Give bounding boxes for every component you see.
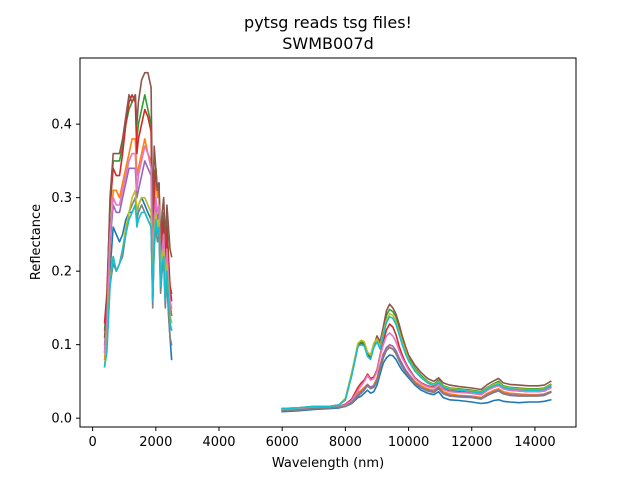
plot-frame: [79, 57, 577, 428]
series-10-vnir-swir-line: [103, 204, 173, 368]
series-4-vnir-swir-line: [103, 94, 173, 324]
y-tick-label: 0.4: [51, 118, 72, 133]
x-axis: 0 2000 4000 6000 8000 10000 12000 14000: [88, 427, 556, 450]
x-tick-label: 14000: [514, 435, 555, 450]
x-axis-label: Wavelength (nm): [272, 456, 384, 471]
y-tick-label: 0.2: [51, 265, 72, 280]
x-tick-label: 4000: [202, 435, 235, 450]
series-1-tir-line: [281, 354, 552, 413]
y-tick-label: 0.0: [51, 412, 72, 427]
x-tick-label: 10000: [388, 435, 429, 450]
chart-subtitle: SWMB007d: [282, 34, 373, 53]
series-8-tir-line: [281, 346, 552, 412]
series-6-vnir-swir-line: [103, 71, 173, 339]
y-axis: 0.0 0.1 0.2 0.3 0.4: [51, 118, 80, 427]
x-tick-label: 6000: [266, 435, 299, 450]
x-tick-label: 8000: [329, 435, 362, 450]
series-layer: [103, 71, 552, 413]
x-tick-label: 12000: [451, 435, 492, 450]
series-9-tir-line: [281, 313, 552, 410]
series-7-vnir-swir-line: [103, 145, 173, 353]
x-tick-label: 2000: [139, 435, 172, 450]
x-tick-label: 0: [88, 435, 96, 450]
y-tick-label: 0.3: [51, 191, 72, 206]
chart-title: pytsg reads tsg files!: [244, 13, 412, 32]
series-10-tir-line: [281, 315, 552, 410]
series-7-tir-line: [281, 332, 552, 411]
y-axis-label: Reflectance: [29, 204, 44, 280]
series-5-tir-line: [281, 343, 552, 412]
y-tick-label: 0.1: [51, 338, 72, 353]
